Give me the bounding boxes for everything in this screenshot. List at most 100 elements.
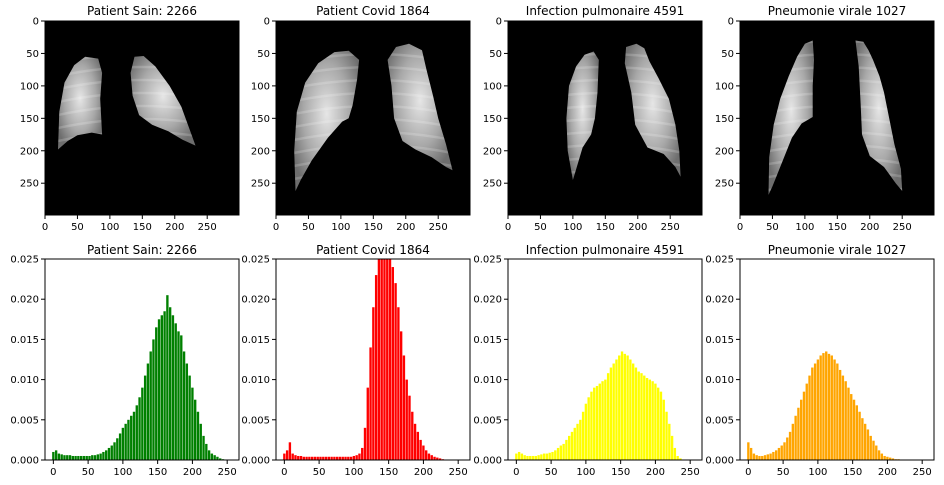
histogram-bar bbox=[366, 387, 369, 460]
histogram-bar bbox=[341, 456, 344, 460]
histogram-bar bbox=[349, 456, 353, 460]
histogram-bar bbox=[99, 453, 102, 460]
x-tick-label: 0 bbox=[513, 467, 519, 478]
histogram-bar bbox=[654, 383, 657, 460]
x-tick-label: 50 bbox=[545, 467, 558, 478]
x-tick-label: 0 bbox=[50, 467, 56, 478]
histogram-bar bbox=[416, 431, 420, 460]
histogram-bar bbox=[794, 415, 797, 460]
histogram-bar bbox=[562, 443, 565, 460]
histogram-bar bbox=[399, 331, 403, 460]
histogram-bar bbox=[847, 387, 850, 460]
histogram-bar bbox=[852, 399, 856, 460]
histogram-bar bbox=[438, 458, 442, 460]
histogram-bar bbox=[118, 433, 122, 460]
rib-line bbox=[58, 104, 196, 120]
histogram-bar bbox=[637, 371, 640, 460]
histogram-bar bbox=[640, 373, 643, 460]
histogram-bar bbox=[141, 387, 144, 460]
histogram-bar bbox=[816, 359, 820, 460]
image-panel-3: Infection pulmonaire 4591 0 50 100 150 200 250… bbox=[483, 4, 703, 233]
histogram-bar bbox=[71, 455, 74, 460]
x-tick-label: 0 bbox=[505, 222, 511, 233]
x-tick-label: 100 bbox=[100, 222, 119, 233]
histogram-bar bbox=[615, 359, 618, 460]
histogram-bar bbox=[294, 455, 297, 460]
y-tick-label: 0.020 bbox=[10, 295, 39, 306]
histogram-bar bbox=[863, 423, 867, 460]
histogram-bar bbox=[135, 405, 138, 460]
histogram-bar bbox=[629, 359, 632, 460]
histogram-bar bbox=[216, 456, 219, 460]
y-tick-label: 100 bbox=[483, 81, 502, 92]
histogram-bar bbox=[595, 386, 599, 460]
y-tick-label: 0.025 bbox=[241, 255, 270, 266]
histogram-bar bbox=[408, 395, 411, 460]
y-tick-label: 0.005 bbox=[705, 415, 734, 426]
histogram-bar bbox=[383, 259, 386, 460]
histogram-bar bbox=[146, 363, 150, 460]
histogram-bar bbox=[620, 351, 624, 460]
histogram-bar bbox=[397, 307, 400, 460]
histogram-bar bbox=[138, 397, 141, 460]
axes-frame bbox=[44, 258, 240, 461]
histogram-bar bbox=[213, 455, 216, 460]
histogram-bar bbox=[405, 379, 408, 460]
y-tick-label: 0.000 bbox=[10, 456, 39, 467]
x-tick-label: 250 bbox=[893, 222, 912, 233]
x-tick-label: 0 bbox=[737, 222, 743, 233]
histogram-bar bbox=[861, 418, 864, 460]
histogram-bar bbox=[643, 375, 646, 460]
histogram-bar bbox=[833, 359, 836, 460]
y-tick-label: 0.015 bbox=[705, 335, 734, 346]
histogram-bar bbox=[858, 411, 861, 460]
y-tick-label: 250 bbox=[483, 179, 502, 190]
histogram-bar bbox=[68, 455, 72, 460]
histogram-bar bbox=[755, 455, 758, 460]
histogram-bar bbox=[388, 259, 392, 460]
histogram-bar bbox=[883, 455, 886, 460]
histogram-bar bbox=[788, 431, 792, 460]
histogram-bar bbox=[579, 419, 582, 460]
x-tick-label: 100 bbox=[576, 467, 595, 478]
x-tick-label: 150 bbox=[611, 467, 630, 478]
histogram-bar bbox=[177, 331, 180, 460]
x-tick-label: 150 bbox=[148, 467, 167, 478]
histogram-bar bbox=[517, 451, 521, 460]
lung-left bbox=[294, 50, 360, 191]
histogram-bar bbox=[531, 455, 535, 460]
histogram-bar bbox=[333, 456, 336, 460]
histogram-bar bbox=[285, 450, 289, 460]
histogram-bar bbox=[802, 391, 806, 460]
panel-title: Patient Sain: 2266 bbox=[87, 4, 197, 18]
histogram-bar bbox=[791, 423, 795, 460]
histogram-bar bbox=[319, 456, 322, 460]
histogram-bar bbox=[763, 455, 767, 460]
histogram-bar bbox=[160, 315, 163, 460]
histogram-bar bbox=[288, 442, 292, 460]
y-tick-label: 150 bbox=[20, 114, 39, 125]
lung-right bbox=[855, 40, 903, 191]
x-tick-label: 250 bbox=[681, 467, 700, 478]
histogram-bar bbox=[205, 443, 208, 460]
histogram-bar bbox=[813, 363, 817, 460]
histogram-bar bbox=[774, 450, 778, 460]
histogram-bar bbox=[772, 451, 775, 460]
histogram-bar bbox=[355, 455, 358, 460]
axes-frame bbox=[507, 258, 703, 461]
histogram-bar bbox=[766, 454, 769, 460]
histogram-bar bbox=[54, 450, 58, 460]
histogram-bar bbox=[191, 387, 194, 460]
rib-line bbox=[58, 91, 196, 107]
histogram-bar bbox=[430, 455, 433, 460]
y-tick-label: 0.020 bbox=[241, 295, 270, 306]
histogram-bar bbox=[877, 450, 881, 460]
lung-right bbox=[387, 43, 453, 171]
histogram-bar bbox=[157, 319, 161, 460]
histogram-bar bbox=[601, 381, 604, 460]
histogram-bar bbox=[634, 367, 638, 460]
histogram-bar bbox=[604, 379, 607, 460]
histogram-bar bbox=[523, 455, 526, 460]
histogram-bar bbox=[651, 381, 654, 460]
x-tick-label: 50 bbox=[313, 467, 326, 478]
